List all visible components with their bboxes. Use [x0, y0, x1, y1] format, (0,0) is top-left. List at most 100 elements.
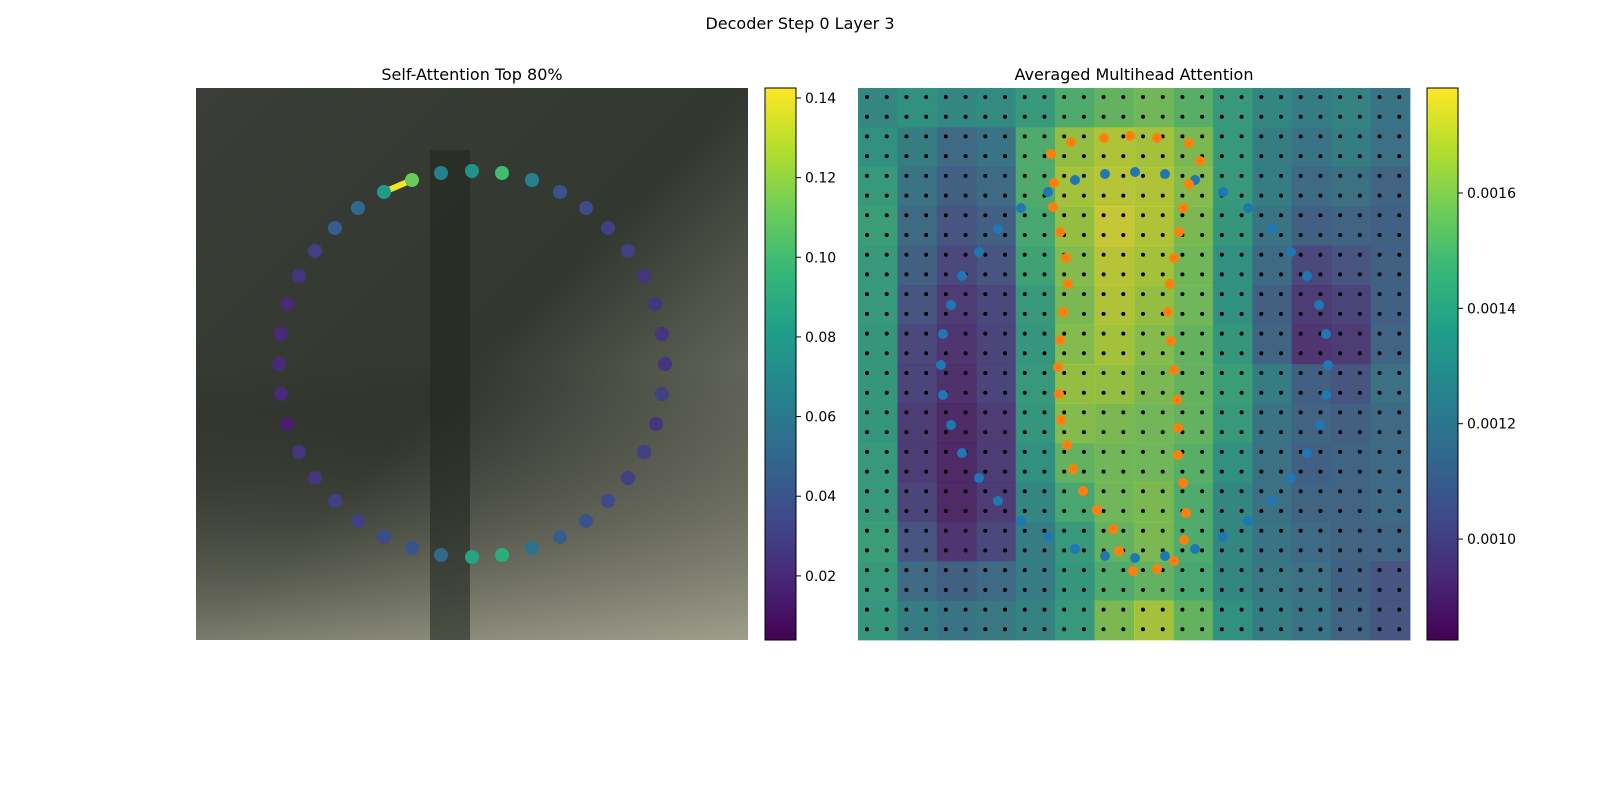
grid-dot [1022, 469, 1027, 474]
heat-cell [1173, 482, 1214, 523]
point [1173, 450, 1183, 460]
grid-dot [1121, 449, 1126, 454]
grid-dot [924, 233, 929, 237]
heat-cell [936, 88, 977, 128]
grid-dot [1318, 548, 1323, 553]
grid-dot [1003, 252, 1007, 257]
grid-dot [1298, 213, 1303, 218]
grid-dot [1377, 213, 1382, 218]
heat-cell [976, 166, 1017, 207]
grid-dot [904, 509, 909, 513]
grid-dot [1298, 371, 1303, 375]
grid-dot [1239, 252, 1244, 257]
heat-cell [858, 364, 898, 404]
point [1173, 423, 1183, 433]
grid-dot [1022, 390, 1027, 395]
grid-dot [1298, 233, 1303, 237]
heat-cell [1212, 364, 1253, 404]
grid-dot [1200, 351, 1205, 356]
heat-cell [1015, 364, 1056, 404]
heat-cell [936, 285, 977, 326]
grid-dot [1141, 607, 1145, 612]
heat-cell [1252, 127, 1293, 168]
point [1302, 271, 1312, 281]
point [658, 357, 672, 371]
heat-cell [1212, 324, 1253, 365]
grid-dot [1318, 627, 1323, 632]
point [601, 221, 615, 235]
grid-dot [1357, 311, 1362, 316]
grid-dot [943, 469, 948, 474]
heat-cell [936, 166, 977, 207]
point [1152, 133, 1162, 143]
grid-dot [983, 587, 988, 592]
grid-dot [1141, 509, 1145, 513]
grid-dot [1141, 351, 1145, 356]
heat-cell [1252, 245, 1293, 286]
grid-dot [1121, 233, 1126, 237]
grid-dot [1081, 311, 1086, 316]
grid-dot [1397, 587, 1402, 592]
point [974, 247, 984, 257]
grid-dot [1180, 371, 1185, 375]
grid-dot [1338, 351, 1343, 356]
grid-dot [1357, 390, 1362, 395]
point [292, 445, 306, 459]
grid-dot [1357, 587, 1362, 592]
grid-dot [1062, 173, 1067, 178]
grid-dot [1200, 272, 1205, 277]
heat-cell [1055, 206, 1096, 247]
point [1099, 133, 1109, 143]
grid-dot [1081, 607, 1086, 612]
point [434, 548, 448, 562]
point [1043, 187, 1053, 197]
heat-cell [858, 482, 898, 523]
heat-cell [1291, 166, 1332, 207]
grid-dot [904, 114, 909, 119]
heat-cell [1212, 285, 1253, 326]
grid-dot [983, 252, 988, 257]
grid-dot [1101, 252, 1106, 257]
heat-cell [1291, 285, 1332, 326]
grid-dot [1062, 627, 1067, 632]
grid-dot [1062, 430, 1067, 435]
grid-dot [1081, 351, 1086, 356]
grid-dot [1200, 233, 1205, 237]
heat-cell [1370, 561, 1411, 602]
grid-dot [1081, 114, 1086, 119]
grid-dot [865, 193, 869, 198]
heat-cell [1370, 206, 1411, 247]
grid-dot [1141, 568, 1145, 573]
grid-dot [924, 607, 929, 612]
grid-dot [1141, 390, 1145, 395]
grid-dot [1239, 587, 1244, 592]
grid-dot [1121, 331, 1126, 336]
grid-dot [1081, 371, 1086, 375]
grid-dot [943, 233, 948, 237]
heat-cell [1212, 403, 1253, 444]
grid-dot [1279, 272, 1283, 277]
grid-dot [983, 233, 988, 237]
heat-cell [976, 88, 1017, 128]
grid-dot [1338, 311, 1343, 316]
heat-cell [1291, 521, 1332, 562]
grid-dot [1121, 607, 1126, 612]
grid-dot [1160, 351, 1165, 356]
grid-dot [1042, 627, 1047, 632]
grid-dot [1219, 311, 1224, 316]
grid-dot [884, 154, 889, 159]
point [957, 448, 967, 458]
heat-cell [976, 127, 1017, 168]
point [1068, 464, 1078, 474]
grid-dot [1160, 509, 1165, 513]
grid-dot [1318, 193, 1323, 198]
heat-cell [1173, 245, 1214, 286]
grid-dot [1279, 528, 1283, 533]
grid-dot [1318, 528, 1323, 533]
grid-dot [963, 587, 968, 592]
grid-dot [1219, 469, 1224, 474]
grid-dot [904, 528, 909, 533]
heat-cell [1055, 521, 1096, 562]
heat-cell [976, 521, 1017, 562]
heat-cell [1055, 442, 1096, 483]
